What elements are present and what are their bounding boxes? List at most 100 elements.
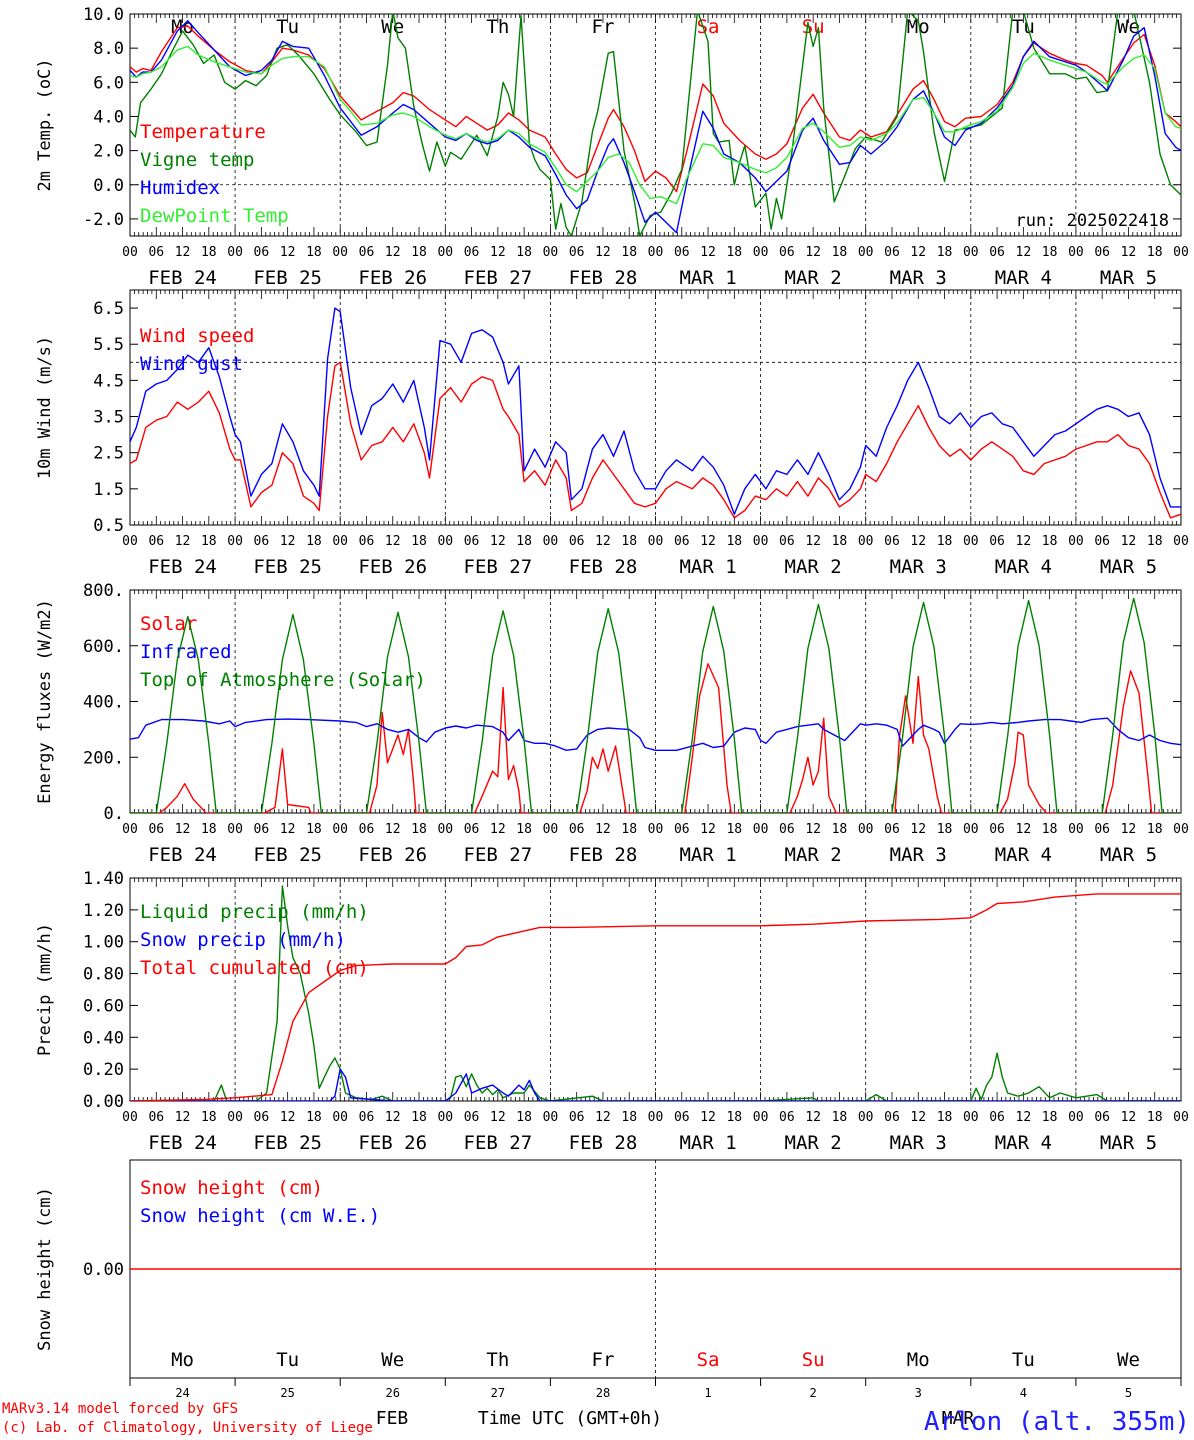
footer: MARv3.14 model forced by GFS (c) Lab. of… [2,1401,1190,1437]
hour-label: 06 [779,822,795,837]
hour-label: 00 [648,822,664,837]
hour-label: 12 [1016,245,1032,260]
hour-label: 00 [858,534,874,549]
hour-label: 06 [359,245,375,260]
hour-label: 12 [910,822,926,837]
hour-label: 00 [332,534,348,549]
series-line [130,885,1181,1101]
hour-label: 12 [385,534,401,549]
hour-label: 18 [1042,245,1058,260]
series-line [130,893,1181,1101]
hour-label: 00 [963,534,979,549]
day-abbr-label: Mo [907,16,930,38]
date-label: MAR 2 [785,267,842,289]
hour-label: 18 [306,822,322,837]
legend-entry: Total cumulated (cm) [140,957,369,979]
day-number-label: 27 [491,1386,505,1400]
y-tick-label: -2.0 [83,210,124,230]
hour-label: 00 [753,1110,769,1125]
hour-label: 12 [280,822,296,837]
hour-label: 12 [280,1110,296,1125]
hour-label: 00 [437,534,453,549]
hour-label: 06 [569,245,585,260]
hour-label: 06 [674,245,690,260]
panel-5: 0.00 Snow height (cm) 24 25 26 27 28 1 2 3 4 5 Mo Tu W… [35,1159,1182,1400]
date-label: FEB 28 [569,267,638,289]
hour-label: 06 [254,1110,270,1125]
hour-label: 12 [175,822,191,837]
hour-label: 06 [989,534,1005,549]
date-label: FEB 28 [569,1132,638,1154]
legend-entry: Vigne temp [140,149,254,171]
date-label: FEB 28 [569,556,638,578]
hour-label: 12 [595,822,611,837]
series-line [130,45,1181,205]
y-tick-label: 2.0 [93,142,124,162]
y-tick-label: 1.00 [83,933,124,953]
x-ticks [129,290,1182,525]
hour-label: 00 [543,822,559,837]
hour-label: 12 [1121,245,1137,260]
series-line [130,717,1181,751]
hour-label: 06 [674,822,690,837]
y-tick-label: 0.00 [83,1260,124,1280]
hour-label: 00 [227,822,243,837]
hour-label: 18 [1042,822,1058,837]
hour-label: 06 [1094,822,1110,837]
hour-label: 18 [1147,534,1163,549]
day-abbr-label: Su [802,1349,825,1371]
hour-label: 00 [963,245,979,260]
day-abbr-label: Fr [592,1349,615,1371]
hour-label: 00 [332,822,348,837]
y-tick-label: 5.5 [93,335,124,355]
hour-label: 06 [569,822,585,837]
day-abbr-label: Mo [907,1349,930,1371]
hour-label: 18 [726,245,742,260]
day-abbr-label: Tu [276,16,299,38]
date-label: FEB 25 [253,556,322,578]
hour-label: 06 [148,534,164,549]
hour-label: 12 [805,534,821,549]
series-line [130,663,1181,813]
hour-label: 06 [989,822,1005,837]
day-abbr-label: We [1117,16,1140,38]
date-label: FEB 24 [148,556,217,578]
hour-label: 06 [464,534,480,549]
y-tick-label: 400. [83,693,124,713]
hour-label: 12 [700,534,716,549]
date-label: MAR 5 [1100,267,1157,289]
date-label: MAR 1 [679,267,736,289]
date-label: MAR 5 [1100,844,1157,866]
hour-label: 06 [884,1110,900,1125]
hour-label: 00 [1173,534,1189,549]
date-label: FEB 24 [148,1132,217,1154]
day-abbr-label: Tu [276,1349,299,1371]
hour-label: 12 [805,822,821,837]
hour-label: 12 [175,534,191,549]
y-axis-label: 2m Temp. (oC) [35,58,55,191]
hour-label: 18 [516,245,532,260]
series-line [130,307,1181,515]
hour-label: 06 [148,822,164,837]
hour-label: 06 [1094,1110,1110,1125]
y-tick-label: 4.0 [93,107,124,127]
date-label: FEB 28 [569,844,638,866]
day-number-label: 5 [1125,1386,1132,1400]
hour-label: 18 [201,822,217,837]
day-abbr-label: Sa [697,16,720,38]
hour-label: 06 [359,534,375,549]
date-label: MAR 2 [785,556,842,578]
hour-label: 12 [490,822,506,837]
day-number-label: 25 [280,1386,294,1400]
legend-entry: Humidex [140,177,220,199]
hour-label: 12 [910,1110,926,1125]
hour-label: 06 [359,1110,375,1125]
y-axis-label: Snow height (cm) [35,1187,55,1351]
date-label: FEB 24 [148,844,217,866]
hour-label: 06 [884,534,900,549]
hour-label: 06 [254,245,270,260]
hour-label: 00 [1068,534,1084,549]
hour-label: 18 [516,1110,532,1125]
day-abbr-label: We [1117,1349,1140,1371]
